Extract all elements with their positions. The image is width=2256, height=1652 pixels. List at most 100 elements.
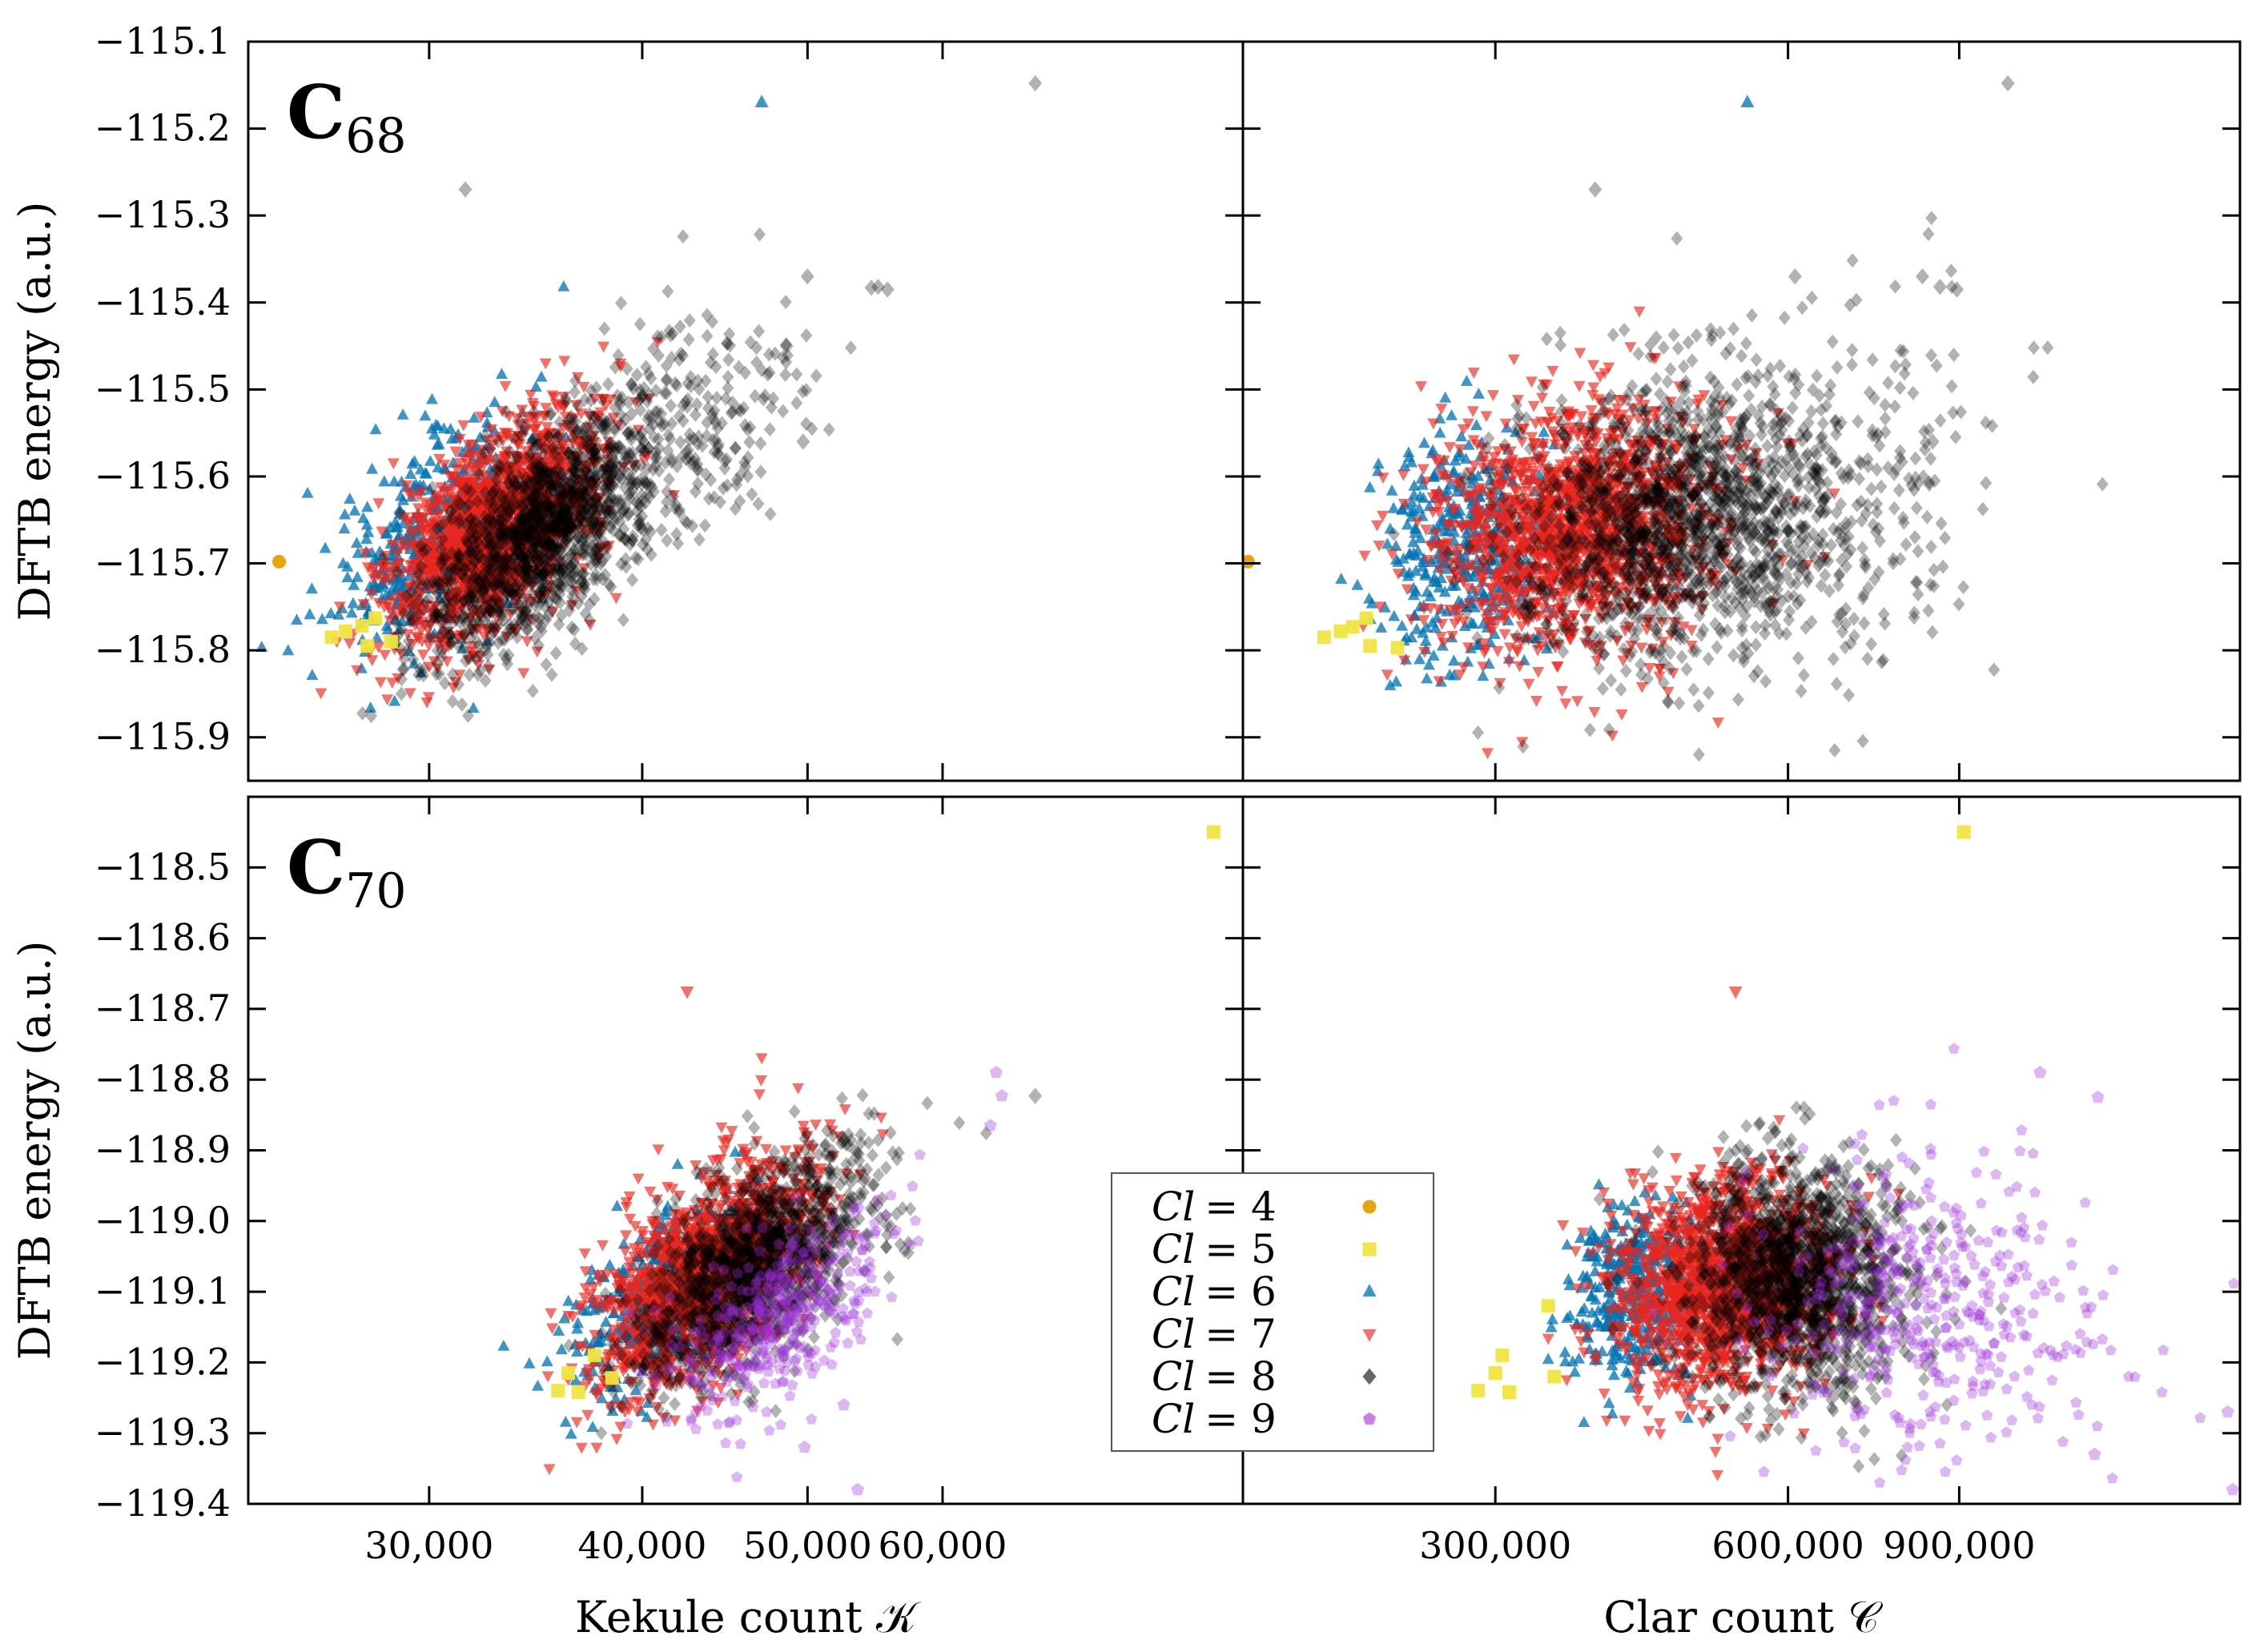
data-point-cl-8 — [463, 612, 476, 627]
data-point-cl-8 — [478, 509, 491, 525]
data-point-cl-8 — [619, 412, 632, 427]
data-point-cl-8 — [457, 627, 470, 642]
data-point-cl-8 — [541, 522, 554, 537]
data-point-cl-6 — [425, 392, 438, 404]
data-point-cl-8 — [499, 523, 512, 538]
data-point-cl-8 — [529, 515, 541, 530]
data-point-cl-7 — [577, 381, 590, 393]
data-point-cl-8 — [503, 617, 516, 633]
data-point-cl-8 — [477, 552, 489, 567]
data-point-cl-8 — [573, 538, 586, 553]
data-point-cl-8 — [553, 473, 565, 488]
data-point-cl-8 — [513, 533, 526, 549]
data-point-cl-8 — [541, 540, 553, 555]
data-point-cl-7 — [483, 664, 496, 676]
data-point-cl-8 — [485, 596, 498, 611]
data-point-cl-6 — [529, 380, 542, 392]
data-point-cl-8 — [669, 500, 682, 516]
data-point-cl-6 — [394, 574, 407, 586]
data-point-cl-8 — [545, 500, 557, 516]
data-point-cl-6 — [306, 669, 319, 680]
data-point-cl-8 — [651, 404, 664, 420]
data-point-cl-8 — [510, 525, 523, 541]
data-point-cl-8 — [550, 508, 563, 524]
data-point-cl-8 — [521, 559, 533, 574]
data-point-cl-8 — [532, 494, 545, 509]
data-point-cl-8 — [501, 624, 514, 639]
data-point-cl-7 — [444, 510, 456, 522]
data-point-cl-7 — [460, 585, 473, 597]
data-point-cl-8 — [712, 437, 725, 452]
data-point-cl-8 — [464, 511, 477, 526]
data-point-cl-8 — [413, 593, 426, 608]
data-point-cl-8 — [518, 605, 531, 620]
data-point-cl-8 — [528, 539, 541, 554]
data-point-cl-8 — [511, 561, 524, 576]
data-point-cl-8 — [543, 477, 556, 492]
data-point-cl-7 — [518, 547, 531, 559]
data-point-cl-8 — [428, 602, 440, 617]
data-point-cl-7 — [365, 589, 378, 601]
data-point-cl-8 — [590, 442, 602, 456]
data-point-cl-8 — [549, 507, 562, 522]
data-point-cl-8 — [603, 436, 616, 452]
data-point-cl-8 — [577, 425, 589, 440]
data-point-cl-7 — [434, 568, 447, 580]
data-point-cl-8 — [489, 493, 502, 508]
data-point-cl-7 — [516, 404, 529, 416]
data-point-cl-8 — [584, 516, 597, 531]
data-point-cl-8 — [566, 484, 579, 500]
data-point-cl-4 — [272, 554, 286, 569]
data-point-cl-8 — [551, 539, 563, 554]
data-point-cl-7 — [575, 408, 588, 420]
data-point-cl-8 — [585, 416, 598, 432]
data-point-cl-8 — [568, 490, 581, 505]
data-point-cl-8 — [511, 544, 524, 559]
data-point-cl-7 — [473, 526, 486, 538]
data-point-cl-7 — [569, 451, 582, 463]
data-point-cl-8 — [502, 525, 515, 540]
data-point-cl-8 — [578, 492, 591, 508]
data-point-cl-8 — [517, 569, 530, 584]
data-point-cl-8 — [539, 576, 552, 591]
data-point-cl-7 — [427, 549, 440, 561]
data-point-cl-7 — [603, 505, 616, 517]
data-point-cl-8 — [502, 648, 515, 662]
data-point-cl-8 — [541, 488, 553, 503]
data-point-cl-8 — [517, 545, 529, 561]
data-point-cl-7 — [550, 545, 563, 557]
data-point-cl-6 — [316, 613, 328, 625]
data-point-cl-7 — [395, 649, 408, 661]
data-point-cl-8 — [522, 549, 534, 565]
data-point-cl-6 — [380, 619, 393, 631]
data-point-cl-8 — [532, 568, 545, 583]
data-point-cl-8 — [518, 509, 531, 525]
data-point-cl-8 — [658, 416, 671, 432]
data-point-cl-8 — [693, 532, 706, 547]
data-point-cl-8 — [530, 538, 543, 553]
data-point-cl-8 — [452, 546, 465, 561]
data-point-cl-8 — [510, 588, 523, 603]
data-point-cl-8 — [546, 500, 559, 515]
data-point-cl-8 — [653, 463, 666, 478]
data-point-cl-8 — [545, 579, 558, 594]
data-point-cl-8 — [702, 389, 714, 404]
data-point-cl-8 — [545, 603, 558, 618]
data-point-cl-8 — [598, 505, 610, 521]
data-point-cl-8 — [636, 389, 649, 404]
data-point-cl-8 — [398, 661, 411, 677]
data-point-cl-8 — [617, 613, 629, 628]
data-point-cl-8 — [507, 492, 520, 508]
data-point-cl-8 — [502, 476, 515, 492]
data-point-cl-8 — [555, 608, 568, 623]
data-point-cl-8 — [356, 705, 369, 721]
data-point-cl-8 — [610, 458, 623, 473]
data-point-cl-8 — [531, 534, 544, 549]
data-point-cl-8 — [484, 540, 496, 555]
data-point-cl-8 — [471, 634, 484, 649]
data-point-cl-6 — [380, 527, 392, 539]
data-point-cl-8 — [522, 529, 535, 545]
data-point-cl-6 — [350, 537, 363, 549]
data-point-cl-8 — [623, 447, 636, 462]
data-point-cl-7 — [582, 422, 595, 434]
